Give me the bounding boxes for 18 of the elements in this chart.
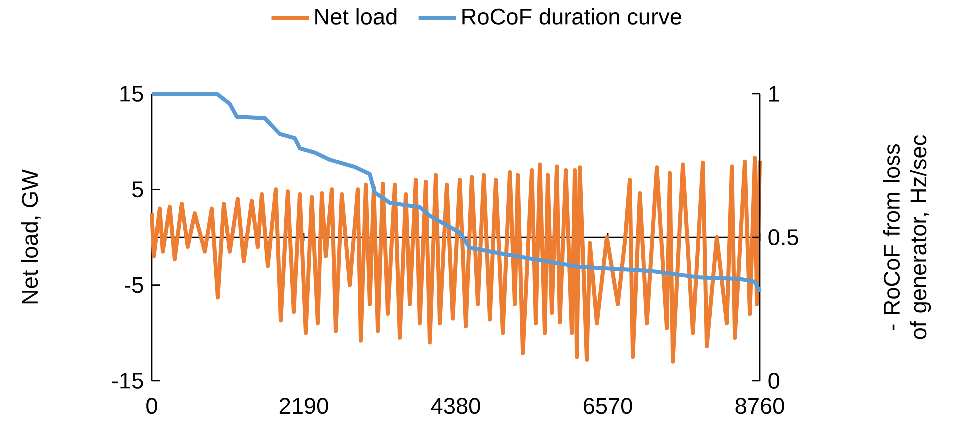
x-tick-label: 0: [146, 398, 158, 414]
y-tick-label: -15: [112, 373, 144, 389]
y-tick-label: 5: [132, 182, 144, 198]
y2-tick-label: 0: [768, 372, 780, 390]
x-tick-label: 8760: [736, 398, 784, 414]
line-series: [150, 156, 762, 364]
x-tick-label: 2190: [280, 398, 328, 414]
y2-tick-label: 0.5: [768, 229, 798, 246]
y2-axis-title: - RoCoF from loss of generator, Hz/sec: [883, 135, 932, 340]
y-axis-title: Net load, GW: [22, 170, 41, 304]
x-tick-label: 4380: [431, 398, 480, 414]
legend-label: Net load: [316, 8, 397, 25]
y-tick-label: 15: [120, 86, 144, 102]
y2-tick-label: 1: [770, 86, 780, 102]
x-tick-label: 6570: [584, 398, 632, 414]
line-series: [150, 92, 762, 294]
y-tick-label: -5: [125, 277, 144, 294]
legend-label: RoCoF duration curve: [462, 8, 682, 25]
